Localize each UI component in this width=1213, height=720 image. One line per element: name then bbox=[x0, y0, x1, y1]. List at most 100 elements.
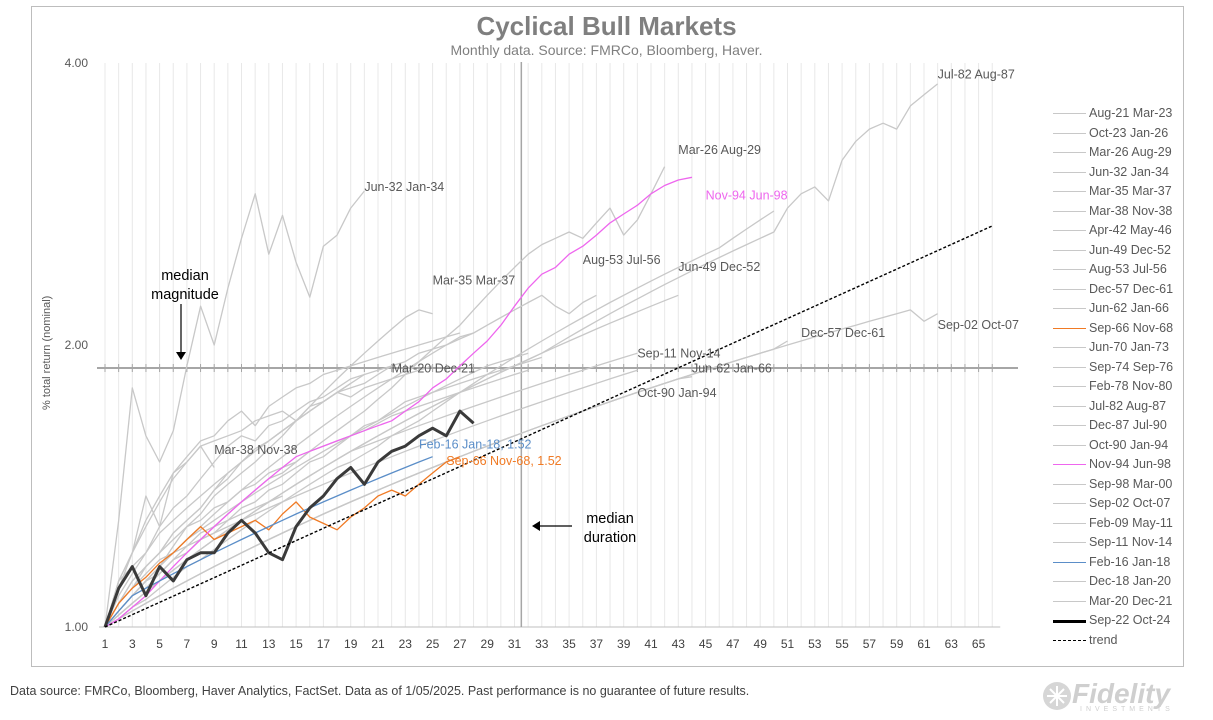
legend-label: Feb-09 May-11 bbox=[1089, 515, 1173, 530]
x-tick-label: 45 bbox=[699, 637, 713, 651]
legend-item: Feb-09 May-11 bbox=[1051, 514, 1191, 534]
legend-swatch bbox=[1053, 522, 1086, 524]
x-tick-label: 25 bbox=[426, 637, 440, 651]
legend-swatch bbox=[1053, 444, 1086, 446]
x-tick-label: 33 bbox=[535, 637, 549, 651]
legend-label: Mar-20 Dec-21 bbox=[1089, 593, 1173, 608]
legend-swatch bbox=[1053, 152, 1086, 153]
chart-legend: Aug-21 Mar-23 Oct-23 Jan-26 Mar-26 Aug-29 J… bbox=[1051, 104, 1191, 650]
legend-swatch bbox=[1053, 405, 1086, 407]
y-tick-label: 4.00 bbox=[65, 56, 89, 70]
legend-swatch bbox=[1053, 542, 1086, 543]
legend-label: Sep-98 Mar-00 bbox=[1089, 476, 1173, 491]
series-label: Jun-62 Jan-66 bbox=[692, 361, 772, 375]
x-tick-label: 43 bbox=[672, 637, 686, 651]
series-label: Mar-26 Aug-29 bbox=[678, 143, 761, 157]
legend-item: Jun-70 Jan-73 bbox=[1051, 338, 1191, 358]
series-line bbox=[104, 456, 461, 628]
series-line bbox=[104, 225, 993, 628]
legend-label: Sep-11 Nov-14 bbox=[1089, 535, 1173, 549]
x-tick-label: 1 bbox=[102, 637, 109, 651]
x-tick-label: 15 bbox=[289, 637, 303, 651]
y-tick-label: 2.00 bbox=[65, 338, 89, 352]
legend-swatch bbox=[1053, 288, 1086, 290]
legend-item: Apr-42 May-46 bbox=[1051, 221, 1191, 241]
fidelity-logo-subtext: INVESTMENTS bbox=[1080, 706, 1174, 713]
x-tick-label: 41 bbox=[644, 637, 658, 651]
legend-item: Feb-78 Nov-80 bbox=[1051, 377, 1191, 397]
series-line bbox=[104, 456, 433, 628]
legend-label: Mar-26 Aug-29 bbox=[1089, 145, 1172, 159]
series-label: Feb-16 Jan-18, 1.52 bbox=[419, 438, 532, 452]
footer-disclaimer: Data source: FMRCo, Bloomberg, Haver Ana… bbox=[10, 684, 750, 698]
series-label: Sep-11 Nov-14 bbox=[637, 346, 720, 360]
legend-item: Sep-98 Mar-00 bbox=[1051, 475, 1191, 495]
legend-swatch bbox=[1053, 191, 1086, 192]
x-tick-label: 47 bbox=[726, 637, 740, 651]
series-label: Mar-35 Mar-37 bbox=[433, 274, 516, 288]
legend-swatch bbox=[1053, 249, 1086, 251]
legend-swatch bbox=[1053, 561, 1086, 563]
legend-label: Oct-23 Jan-26 bbox=[1089, 125, 1169, 140]
legend-swatch bbox=[1053, 425, 1086, 426]
legend-label: Sep-66 Nov-68 bbox=[1089, 320, 1174, 335]
series-label: Jun-49 Dec-52 bbox=[678, 260, 760, 274]
x-tick-label: 59 bbox=[890, 637, 904, 651]
x-tick-label: 17 bbox=[317, 637, 331, 651]
legend-label: Dec-87 Jul-90 bbox=[1089, 418, 1167, 432]
x-tick-label: 9 bbox=[211, 637, 218, 651]
legend-item: Dec-87 Jul-90 bbox=[1051, 416, 1191, 436]
legend-label: Jul-82 Aug-87 bbox=[1089, 398, 1167, 413]
series-line bbox=[104, 309, 938, 628]
legend-swatch bbox=[1053, 171, 1086, 173]
series-label: Dec-57 Dec-61 bbox=[801, 326, 885, 340]
legend-item: Jun-62 Jan-66 bbox=[1051, 299, 1191, 319]
series-label: Oct-90 Jan-94 bbox=[637, 386, 716, 400]
x-tick-label: 19 bbox=[344, 637, 358, 651]
median-magnitude-annotation: median magnitude bbox=[140, 267, 230, 305]
legend-label: Mar-35 Mar-37 bbox=[1089, 184, 1172, 198]
legend-swatch bbox=[1053, 386, 1086, 387]
series-line bbox=[104, 352, 638, 628]
fidelity-logo-icon bbox=[1043, 682, 1071, 710]
legend-item: Dec-18 Jan-20 bbox=[1051, 572, 1191, 592]
series-line bbox=[104, 365, 392, 628]
x-tick-label: 55 bbox=[835, 637, 849, 651]
legend-swatch bbox=[1053, 308, 1086, 309]
x-tick-label: 21 bbox=[371, 637, 385, 651]
legend-label: Dec-57 Dec-61 bbox=[1089, 281, 1174, 296]
legend-item: Mar-26 Aug-29 bbox=[1051, 143, 1191, 163]
legend-swatch bbox=[1053, 503, 1086, 504]
x-tick-label: 51 bbox=[781, 637, 795, 651]
x-tick-label: 3 bbox=[129, 637, 136, 651]
x-tick-label: 63 bbox=[945, 637, 959, 651]
legend-label: Oct-90 Jan-94 bbox=[1089, 437, 1169, 452]
legend-label: Nov-94 Jun-98 bbox=[1089, 457, 1171, 471]
series-line bbox=[104, 332, 461, 628]
series-label: Mar-20 Dec-21 bbox=[392, 361, 475, 375]
x-tick-label: 37 bbox=[590, 637, 604, 651]
legend-item: Sep-02 Oct-07 bbox=[1051, 494, 1191, 514]
legend-item: Oct-23 Jan-26 bbox=[1051, 124, 1191, 144]
series-line bbox=[104, 190, 365, 628]
series-line bbox=[104, 365, 433, 628]
legend-item: Mar-38 Nov-38 bbox=[1051, 202, 1191, 222]
legend-item: Aug-21 Mar-23 bbox=[1051, 104, 1191, 124]
legend-swatch bbox=[1053, 347, 1086, 348]
x-tick-label: 27 bbox=[453, 637, 467, 651]
series-line bbox=[104, 166, 666, 628]
fidelity-logo-text: Fidelity bbox=[1072, 678, 1171, 709]
legend-swatch bbox=[1053, 464, 1086, 465]
x-tick-label: 5 bbox=[156, 637, 163, 651]
legend-label: Sep-02 Oct-07 bbox=[1089, 496, 1171, 510]
series-line bbox=[104, 176, 693, 628]
x-tick-label: 31 bbox=[508, 637, 522, 651]
chart-title: Cyclical Bull Markets bbox=[476, 11, 737, 41]
legend-swatch bbox=[1053, 483, 1086, 485]
legend-label: Sep-22 Oct-24 bbox=[1089, 613, 1171, 627]
legend-label: Feb-16 Jan-18 bbox=[1089, 554, 1171, 569]
legend-item: Jun-32 Jan-34 bbox=[1051, 163, 1191, 183]
fidelity-logo: Fidelity INVESTMENTS bbox=[1040, 676, 1210, 716]
legend-item: Sep-66 Nov-68 bbox=[1051, 319, 1191, 339]
